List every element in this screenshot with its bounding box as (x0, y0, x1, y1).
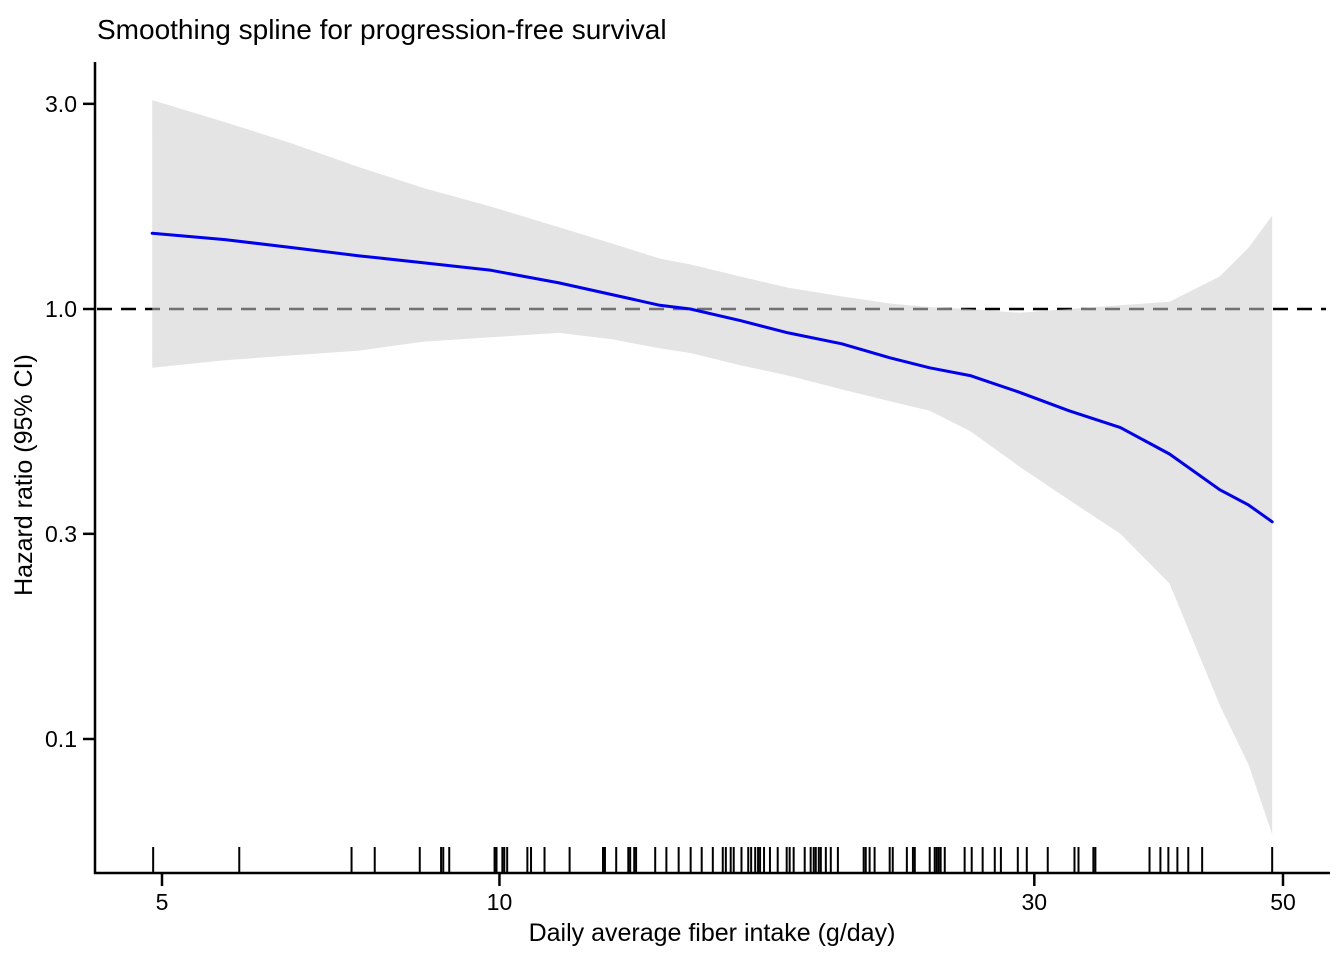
hazard-ratio-spline (150, 231, 1274, 524)
x-tick-label-50: 50 (1270, 889, 1296, 915)
y-axis-title: Hazard ratio (95% CI) (10, 354, 38, 596)
y-tick-label-0.1: 0.1 (45, 726, 77, 752)
x-tick-label-5: 5 (156, 889, 169, 915)
y-tick-label-1.0: 1.0 (45, 296, 77, 322)
confidence-band-layer (152, 100, 1273, 835)
x-axis-title: Daily average fiber intake (g/day) (529, 919, 896, 947)
spline-layer (150, 231, 1274, 524)
y-tick-label-0.3: 0.3 (45, 521, 77, 547)
chart-title: Smoothing spline for progression-free su… (97, 14, 667, 45)
confidence-band (152, 100, 1273, 835)
rug-layer (152, 847, 1274, 872)
x-tick-label-30: 30 (1022, 889, 1048, 915)
axes-layer: 3.0 1.0 0.3 0.1 5 10 30 50 (45, 62, 1330, 915)
x-tick-label-10: 10 (487, 889, 513, 915)
y-tick-label-3.0: 3.0 (45, 91, 77, 117)
